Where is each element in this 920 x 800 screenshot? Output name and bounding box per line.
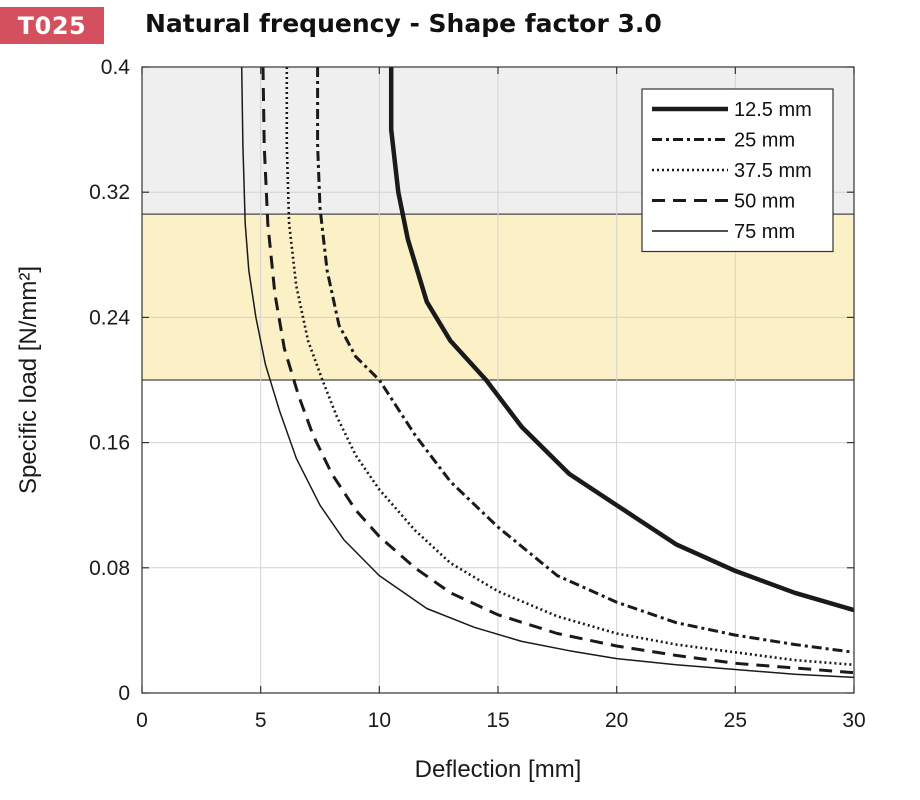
x-tick-label: 30 [842, 709, 865, 732]
legend-label: 37.5 mm [734, 160, 812, 182]
series-lines [240, 67, 854, 679]
y-tick-label: 0.32 [89, 181, 130, 204]
tick-labels: 0 5 10 15 20 25 30 0 0.08 0.16 0.24 0.32 0.4 [89, 56, 866, 732]
legend-label: 50 mm [734, 191, 795, 213]
y-tick-label: 0.16 [89, 432, 130, 455]
x-tick-label: 15 [486, 709, 509, 732]
y-tick-label: 0 [118, 682, 130, 705]
legend: 12.5 mm 25 mm 37.5 mm 50 mm 75 mm [641, 88, 834, 253]
x-tick-label: 10 [368, 709, 391, 732]
y-tick-label: 0.4 [101, 56, 131, 79]
x-tick-label: 5 [255, 709, 267, 732]
x-tick-label: 20 [605, 709, 628, 732]
series-line-25-mm [316, 67, 854, 654]
x-tick-label: 0 [136, 709, 148, 732]
axes [141, 66, 855, 694]
legend-label: 75 mm [734, 221, 795, 243]
x-axis-label: Deflection [mm] [415, 756, 582, 783]
legend-label: 12.5 mm [734, 99, 812, 121]
legend-label: 25 mm [734, 130, 795, 152]
y-axis-label: Specific load [N/mm²] [15, 266, 42, 494]
y-tick-label: 0.08 [89, 557, 130, 580]
chart-title: Natural frequency - Shape factor 3.0 [145, 9, 662, 38]
series-line-37-5-mm [285, 67, 854, 667]
y-tick-label: 0.24 [89, 306, 130, 329]
x-tick-label: 25 [724, 709, 747, 732]
chart-id-badge: T025 [0, 7, 104, 44]
series-line-75-mm [240, 67, 854, 679]
series-line-50-mm [261, 67, 854, 675]
series-line-12-5-mm [388, 67, 854, 613]
